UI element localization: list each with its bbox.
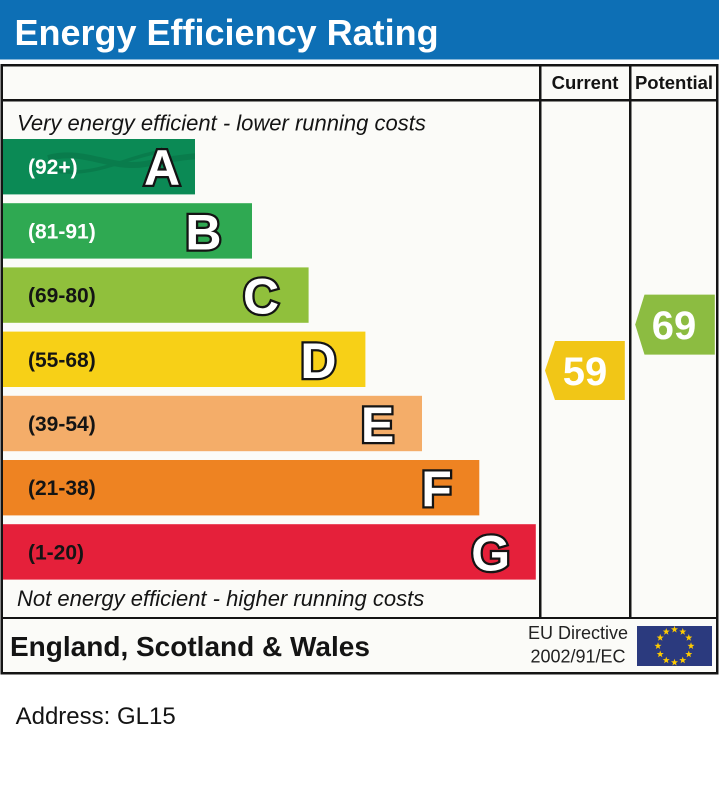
svg-text:E: E	[361, 397, 394, 453]
svg-text:EU Directive: EU Directive	[528, 623, 628, 643]
svg-text:Address: GL15: Address: GL15	[16, 703, 176, 730]
svg-text:F: F	[421, 461, 452, 517]
svg-text:69: 69	[652, 304, 697, 348]
svg-text:(21-38): (21-38)	[28, 477, 96, 500]
svg-text:Very energy efficient - lower: Very energy efficient - lower running co…	[17, 111, 426, 136]
svg-text:Current: Current	[552, 72, 619, 93]
svg-text:59: 59	[563, 350, 608, 394]
svg-text:England, Scotland & Wales: England, Scotland & Wales	[10, 631, 370, 662]
svg-text:2002/91/EC: 2002/91/EC	[530, 647, 625, 667]
svg-text:(81-91): (81-91)	[28, 221, 96, 244]
svg-text:(69-80): (69-80)	[28, 285, 96, 308]
svg-text:B: B	[185, 205, 221, 261]
svg-text:A: A	[144, 140, 180, 196]
svg-text:(39-54): (39-54)	[28, 413, 96, 436]
svg-text:Not energy efficient - higher: Not energy efficient - higher running co…	[17, 586, 424, 611]
svg-text:(1-20): (1-20)	[28, 541, 84, 564]
svg-text:D: D	[300, 333, 336, 389]
svg-text:Energy Efficiency Rating: Energy Efficiency Rating	[15, 12, 439, 53]
svg-text:C: C	[243, 269, 279, 325]
svg-text:(92+): (92+)	[28, 156, 78, 179]
svg-text:G: G	[471, 525, 510, 581]
svg-text:(55-68): (55-68)	[28, 349, 96, 372]
svg-text:Potential: Potential	[635, 72, 713, 93]
